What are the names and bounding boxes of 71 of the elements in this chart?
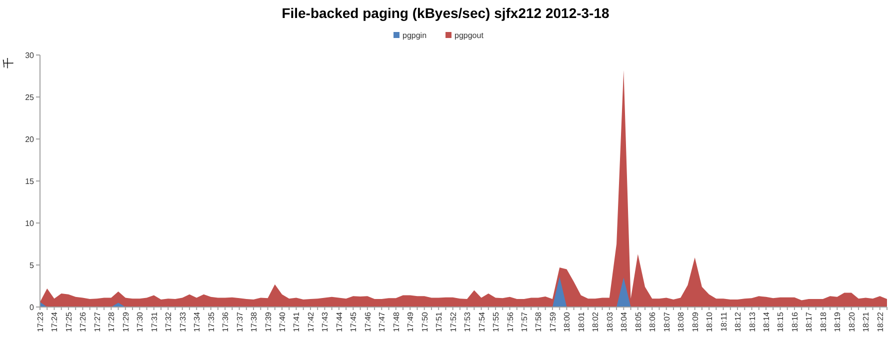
y-tick-label: 20 bbox=[25, 135, 35, 144]
x-tick-label: 17:51 bbox=[434, 311, 444, 332]
x-tick-label: 17:49 bbox=[406, 311, 416, 332]
x-tick-label: 18:15 bbox=[776, 311, 786, 332]
y-tick-label: 30 bbox=[25, 51, 35, 60]
x-tick-label: 17:30 bbox=[136, 311, 145, 332]
x-tick-label: 17:44 bbox=[334, 311, 344, 332]
chart-title: File-backed paging (kByes/sec) sjfx212 2012-3-18 bbox=[282, 5, 610, 21]
x-tick-label: 17:43 bbox=[320, 311, 330, 332]
x-tick-label: 18:05 bbox=[634, 311, 643, 332]
x-tick-label: 17:23 bbox=[36, 311, 45, 332]
x-tick-label: 17:40 bbox=[278, 311, 287, 332]
x-tick-label: 18:14 bbox=[762, 311, 771, 332]
x-tick-label: 18:08 bbox=[676, 311, 686, 332]
x-tick-label: 17:35 bbox=[206, 311, 216, 332]
x-tick-label: 17:34 bbox=[192, 311, 202, 332]
x-tick-label: 17:39 bbox=[264, 311, 273, 332]
x-tick-label: 17:52 bbox=[448, 311, 458, 332]
x-tick-label: 17:28 bbox=[107, 311, 116, 332]
x-tick-label: 18:04 bbox=[620, 311, 629, 332]
x-tick-label: 18:10 bbox=[705, 311, 714, 332]
x-tick-label: 17:46 bbox=[363, 311, 372, 332]
x-tick-label: 18:01 bbox=[576, 311, 586, 332]
x-tick-label: 18:19 bbox=[833, 311, 842, 332]
x-tick-label: 18:00 bbox=[562, 311, 572, 332]
x-tick-label: 17:47 bbox=[378, 311, 387, 332]
x-tick-label: 17:45 bbox=[349, 311, 358, 332]
x-tick-label: 18:09 bbox=[690, 311, 700, 332]
x-tick-label: 17:25 bbox=[64, 311, 74, 332]
x-tick-label: 17:26 bbox=[78, 311, 88, 332]
x-tick-label: 18:20 bbox=[847, 311, 856, 332]
x-tick-label: 17:32 bbox=[164, 311, 174, 332]
x-tick-label: 17:59 bbox=[548, 311, 558, 332]
x-tick-label: 17:24 bbox=[50, 311, 60, 332]
x-tick-label: 18:03 bbox=[605, 311, 614, 332]
y-tick-label: 25 bbox=[25, 93, 35, 102]
x-tick-label: 18:13 bbox=[748, 311, 757, 332]
x-tick-label: 17:53 bbox=[463, 311, 472, 332]
legend-label: pgpgin bbox=[402, 31, 427, 40]
y-tick-label: 15 bbox=[25, 177, 35, 186]
x-tick-label: 17:42 bbox=[306, 311, 316, 332]
x-tick-label: 18:11 bbox=[719, 311, 728, 332]
y-axis-title: 千 bbox=[2, 58, 15, 68]
x-tick-label: 18:07 bbox=[662, 311, 672, 332]
x-tick-label: 18:18 bbox=[818, 311, 828, 332]
x-tick-label: 17:37 bbox=[235, 311, 244, 332]
y-tick-label: 5 bbox=[30, 261, 35, 270]
x-tick-label: 18:22 bbox=[876, 311, 885, 332]
x-tick-label: 17:31 bbox=[150, 311, 159, 332]
x-tick-label: 18:06 bbox=[648, 311, 658, 332]
x-tick-label: 18:02 bbox=[591, 311, 600, 332]
x-tick-label: 18:21 bbox=[862, 311, 871, 332]
x-tick-label: 17:29 bbox=[121, 311, 130, 332]
x-tick-label: 17:36 bbox=[221, 311, 230, 332]
x-tick-label: 17:54 bbox=[477, 311, 486, 332]
x-tick-label: 17:33 bbox=[178, 311, 188, 332]
x-tick-label: 17:48 bbox=[392, 311, 401, 332]
x-tick-label: 17:41 bbox=[292, 311, 302, 332]
x-tick-label: 18:12 bbox=[734, 311, 743, 332]
x-tick-label: 17:50 bbox=[420, 311, 430, 332]
x-tick-label: 17:58 bbox=[534, 311, 544, 332]
x-tick-label: 17:56 bbox=[506, 311, 515, 332]
x-tick-label: 17:38 bbox=[250, 311, 259, 332]
x-tick-label: 17:27 bbox=[92, 311, 102, 332]
x-tick-label: 17:55 bbox=[492, 311, 501, 332]
x-tick-label: 18:16 bbox=[790, 311, 800, 332]
y-tick-label: 10 bbox=[25, 219, 35, 228]
legend-label: pgpgout bbox=[454, 31, 484, 40]
x-tick-label: 18:17 bbox=[804, 311, 814, 332]
x-tick-label: 17:57 bbox=[520, 311, 529, 332]
y-tick-label: 0 bbox=[30, 303, 35, 312]
